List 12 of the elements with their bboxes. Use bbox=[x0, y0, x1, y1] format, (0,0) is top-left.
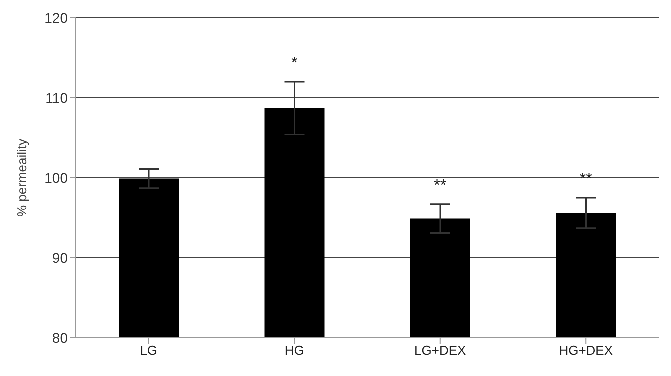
y-tick-label: 120 bbox=[44, 10, 68, 26]
y-tick-label: 80 bbox=[52, 330, 68, 346]
x-tick-label: HG+DEX bbox=[559, 343, 614, 358]
y-tick-label: 100 bbox=[44, 170, 68, 186]
x-tick-label: LG+DEX bbox=[414, 343, 467, 358]
annotation: ** bbox=[434, 177, 447, 194]
y-tick-label: 90 bbox=[52, 250, 68, 266]
x-tick-label: LG bbox=[140, 343, 158, 358]
y-tick-label: 110 bbox=[46, 90, 68, 106]
x-tick-label: HG bbox=[284, 343, 304, 358]
y-axis-title: % permeaility bbox=[14, 138, 30, 218]
annotation: * bbox=[292, 55, 298, 72]
